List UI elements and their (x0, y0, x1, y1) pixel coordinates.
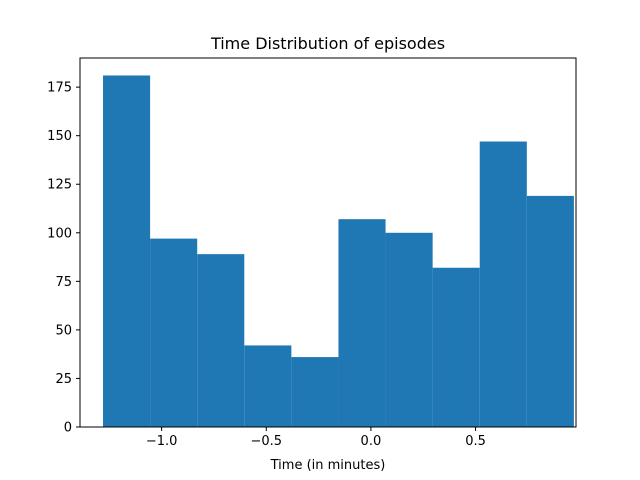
histogram-bar-2 (197, 254, 245, 427)
histogram-bar-4 (291, 357, 339, 427)
y-tick-label-3: 75 (55, 275, 72, 290)
y-tick-label-6: 150 (47, 129, 72, 144)
x-tick-label-1: −0.5 (250, 434, 282, 449)
histogram-bar-7 (432, 267, 480, 427)
y-tick-label-0: 0 (64, 421, 72, 436)
y-tick-label-2: 50 (55, 323, 72, 338)
histogram-bar-3 (244, 345, 292, 427)
histogram-bar-8 (479, 141, 527, 427)
y-tick-label-1: 25 (55, 372, 72, 387)
y-tick-label-7: 175 (47, 81, 72, 96)
x-tick-label-0: −1.0 (146, 434, 178, 449)
bars-group (103, 75, 574, 428)
x-axis-label: Time (in minutes) (270, 458, 386, 473)
x-tick-label-2: 0.0 (361, 434, 382, 449)
histogram-bar-0 (103, 75, 151, 428)
y-tick-label-4: 100 (47, 226, 72, 241)
y-axis-ticks: 0 25 50 75 100 125 150 175 (47, 81, 80, 436)
chart-title: Time Distribution of episodes (210, 34, 445, 53)
plot-frame (79, 57, 577, 428)
histogram-bar-1 (150, 238, 198, 427)
histogram-bar-5 (338, 219, 386, 427)
histogram-bar-6 (385, 232, 433, 427)
x-tick-label-3: 0.5 (465, 434, 486, 449)
x-axis-ticks: −1.0 −0.5 0.0 0.5 (146, 427, 486, 449)
y-tick-label-5: 125 (47, 178, 72, 193)
histogram-bar-9 (526, 195, 574, 427)
